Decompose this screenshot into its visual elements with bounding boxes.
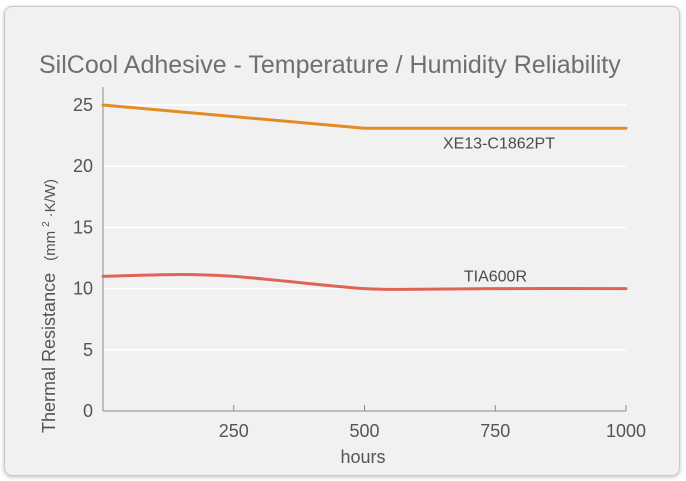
y-tick-label: 0 [83, 401, 93, 421]
x-tick-label: 500 [349, 421, 379, 441]
y-tick-label: 25 [73, 95, 93, 115]
series-labels: XE13-C1862PT TIA600R [443, 135, 555, 285]
y-axis-unit-prefix: (mm [42, 231, 59, 261]
y-tick-label: 20 [73, 156, 93, 176]
x-tick-labels: 250 500 750 1000 [219, 421, 646, 441]
y-tick-label: 5 [83, 340, 93, 360]
y-tick-label: 10 [73, 279, 93, 299]
x-tick-label: 1000 [606, 421, 646, 441]
series-label-xe13-c1862pt: XE13-C1862PT [443, 135, 555, 152]
series-line-tia600r [101, 273, 628, 291]
y-axis-unit-suffix: ·K/W) [42, 179, 59, 217]
series-line-xe13-c1862pt [101, 103, 628, 130]
x-tick-label: 750 [480, 421, 510, 441]
chart-frame: SilCool Adhesive - Temperature / Humidit… [4, 6, 680, 476]
series-label-tia600r: TIA600R [464, 269, 527, 286]
x-axis-label: hours [340, 447, 385, 467]
series-lines [101, 103, 628, 291]
x-tick-label: 250 [219, 421, 249, 441]
y-axis-label-main: Thermal Resistance [39, 273, 59, 433]
chart-title: SilCool Adhesive - Temperature / Humidit… [39, 51, 621, 79]
y-axis-unit-sup: 2 [41, 221, 52, 227]
y-axis-label: Thermal Resistance (mm 2 ·K/W) [36, 179, 59, 433]
chart-canvas: SilCool Adhesive - Temperature / Humidit… [36, 51, 646, 467]
y-tick-labels: 0 5 10 15 20 25 [73, 95, 93, 421]
y-tick-label: 15 [73, 217, 93, 237]
axes [102, 87, 627, 412]
